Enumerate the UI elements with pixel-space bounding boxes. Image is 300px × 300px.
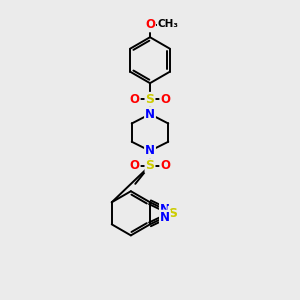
Text: N: N: [145, 144, 155, 158]
Text: O: O: [160, 159, 170, 172]
Text: O: O: [145, 18, 155, 32]
Text: O: O: [130, 93, 140, 106]
Text: O: O: [130, 159, 140, 172]
Text: S: S: [146, 93, 154, 106]
Text: S: S: [169, 207, 178, 220]
Text: N: N: [160, 203, 170, 216]
Text: S: S: [146, 159, 154, 172]
Text: O: O: [160, 93, 170, 106]
Text: N: N: [145, 108, 155, 121]
Text: CH₃: CH₃: [158, 19, 179, 29]
Text: N: N: [160, 211, 170, 224]
